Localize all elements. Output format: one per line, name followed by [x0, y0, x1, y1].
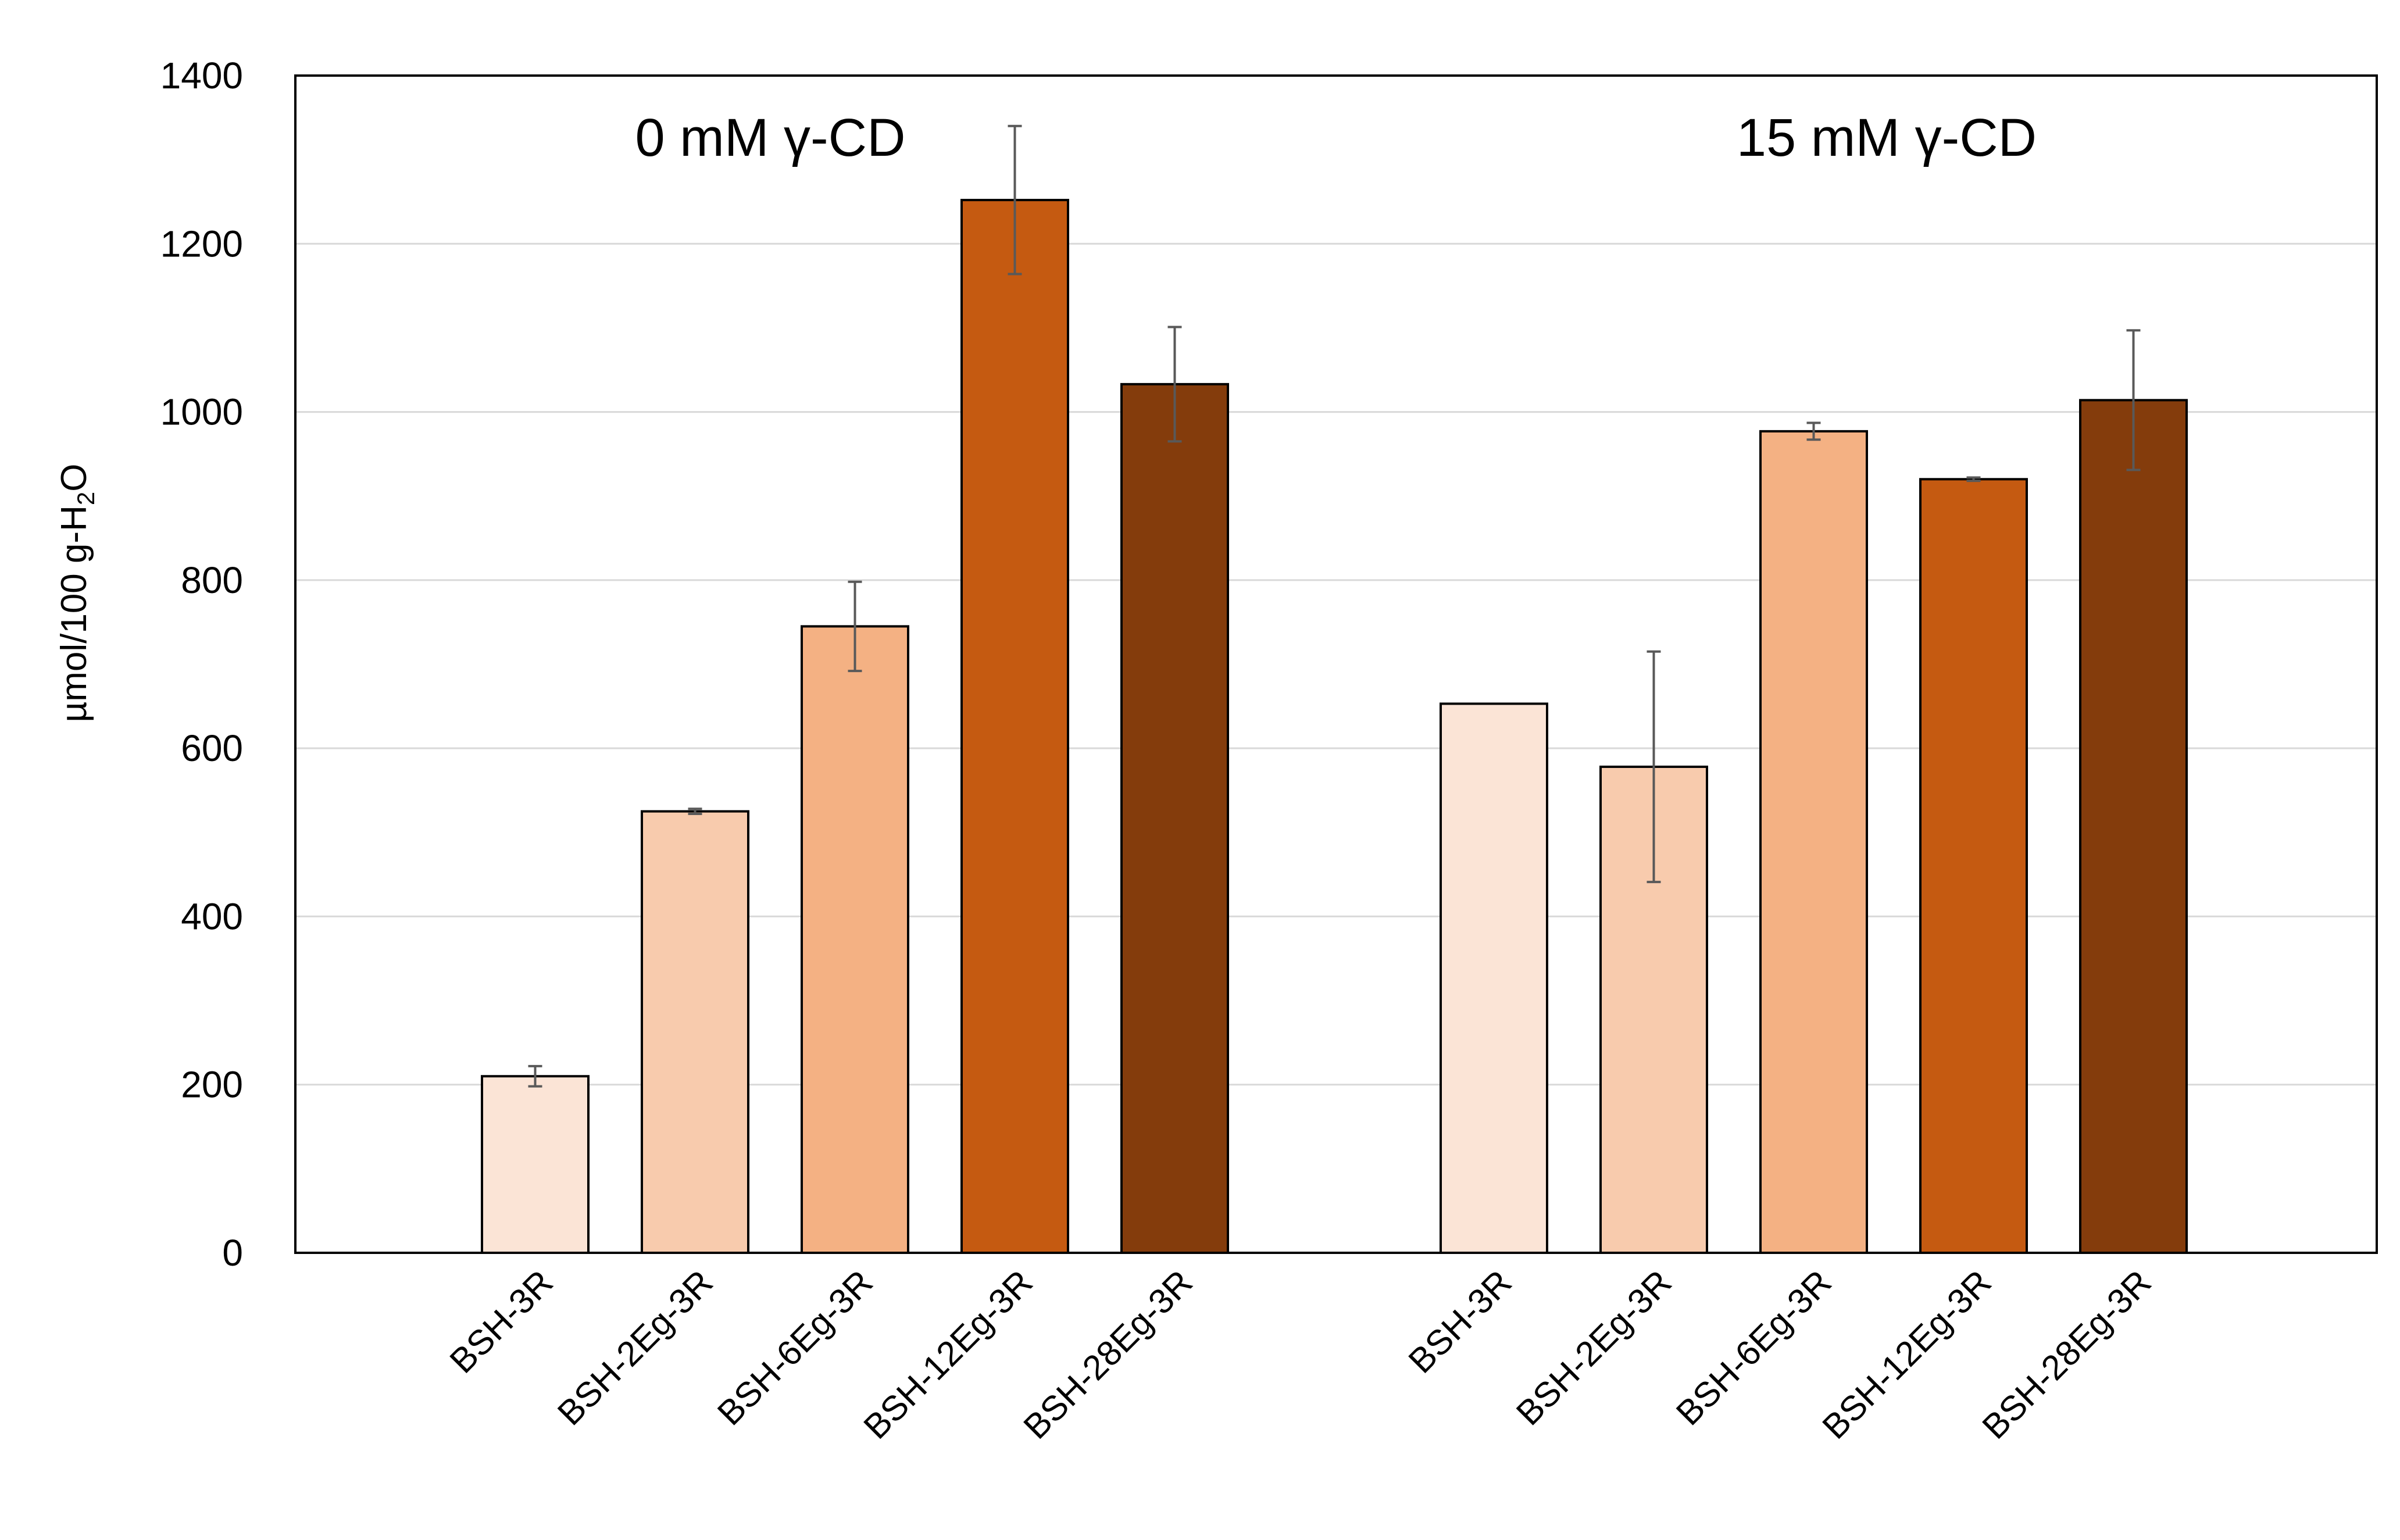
error-bar — [1167, 326, 1182, 443]
error-bar — [2126, 329, 2141, 471]
bar — [801, 625, 909, 1254]
error-bar — [528, 1064, 542, 1088]
bars — [481, 199, 2188, 1255]
y-tick-label: 1400 — [160, 55, 243, 97]
error-bar — [848, 580, 862, 673]
x-category-label: BSH-6Eg-3R — [1669, 1263, 1839, 1433]
bar — [641, 810, 749, 1254]
group-label: 0 mM γ-CD — [635, 108, 905, 167]
bar — [1120, 383, 1229, 1255]
y-tick-label: 600 — [181, 727, 243, 769]
bar — [481, 1075, 590, 1254]
error-bar — [1806, 421, 1821, 441]
error-bar — [1008, 124, 1022, 276]
bar — [1919, 478, 2028, 1254]
x-category-label: BSH-2Eg-3R — [550, 1263, 720, 1433]
y-axis-ticks: 0 200 400 600 800 1000 1200 1400 — [160, 55, 243, 1274]
y-tick-label: 400 — [181, 895, 243, 937]
y-axis-title: µmol/100 g-H2O — [54, 463, 99, 722]
gridlines — [295, 242, 2377, 1086]
bar — [960, 199, 1069, 1255]
x-category-label: BSH-28Eg-3R — [1975, 1263, 2159, 1446]
x-category-label: BSH-28Eg-3R — [1016, 1263, 1200, 1446]
x-category-label: BSH-2Eg-3R — [1509, 1263, 1679, 1433]
group-label: 15 mM γ-CD — [1737, 108, 2037, 167]
bar — [1759, 430, 1868, 1255]
error-bars — [528, 124, 2141, 1088]
x-axis-category-labels: BSH-3RBSH-2Eg-3RBSH-6Eg-3RBSH-12Eg-3RBSH… — [442, 1263, 2159, 1446]
x-category-label: BSH-12Eg-3R — [1815, 1263, 1999, 1446]
plot-area-frame — [294, 74, 2378, 1254]
y-tick-label: 1200 — [160, 223, 243, 265]
x-category-label: BSH-12Eg-3R — [856, 1263, 1040, 1446]
y-tick-label: 800 — [181, 559, 243, 601]
y-tick-label: 0 — [222, 1232, 243, 1274]
y-axis-title-subscript: 2 — [72, 492, 99, 505]
y-tick-label: 1000 — [160, 391, 243, 433]
error-bar — [688, 807, 702, 815]
y-tick-label: 200 — [181, 1064, 243, 1106]
bar — [1440, 702, 1548, 1255]
x-category-label: BSH-6Eg-3R — [710, 1263, 880, 1433]
x-category-label: BSH-3R — [1401, 1263, 1519, 1381]
x-category-label: BSH-3R — [442, 1263, 560, 1381]
error-bar — [1966, 476, 1981, 483]
y-axis-title-prefix: µmol/100 g-H — [54, 505, 94, 722]
error-bar — [1647, 650, 1661, 884]
bar — [2079, 399, 2188, 1254]
group-labels: 0 mM γ-CD 15 mM γ-CD — [635, 108, 2037, 167]
y-axis-title-suffix: O — [54, 463, 94, 491]
